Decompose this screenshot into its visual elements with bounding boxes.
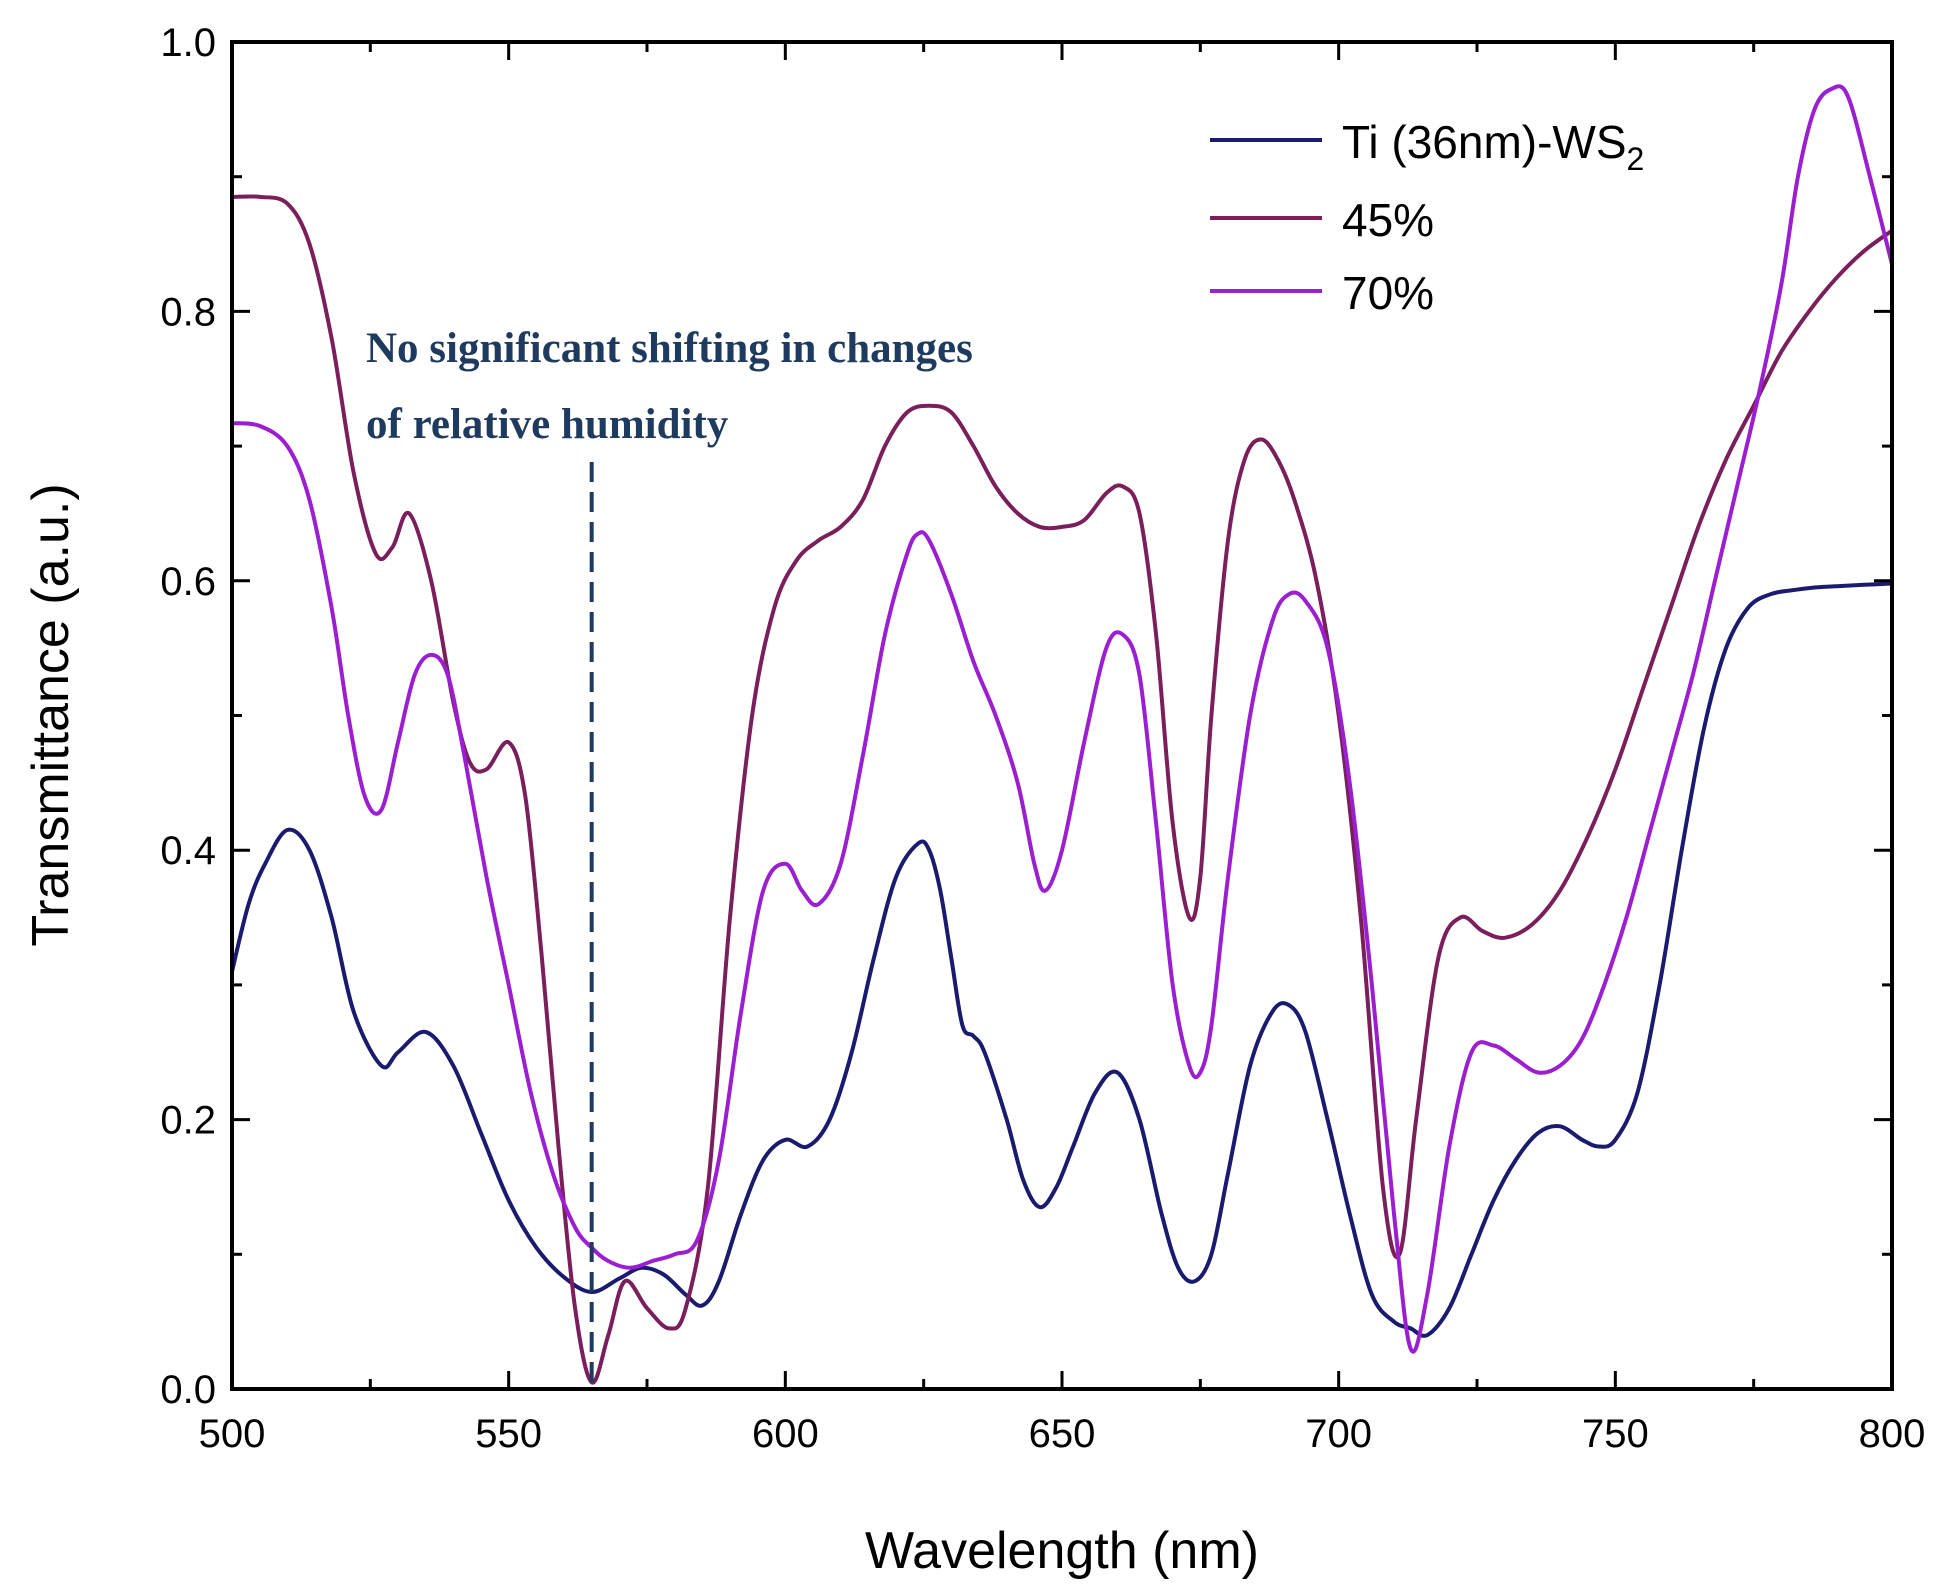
- series-line-70: [232, 84, 1892, 1354]
- x-tick-label: 750: [1582, 1412, 1649, 1456]
- x-tick-label: 800: [1859, 1412, 1926, 1456]
- x-tick-label: 600: [752, 1412, 819, 1456]
- y-tick-label: 0.6: [160, 560, 216, 604]
- x-tick-label: 500: [199, 1412, 266, 1456]
- legend: Ti (36nm)-WS2 45% 70%: [1210, 116, 1644, 319]
- legend-label-ti-ws2-subscript: 2: [1627, 141, 1645, 177]
- legend-label-ti-ws2: Ti (36nm)-WS2: [1342, 116, 1644, 177]
- ticks-layer: 500 550 600 650 700 750 800 0.0 0.2 0.4 0.6 0.8 1.0: [160, 21, 1925, 1456]
- y-tick-label: 0.4: [160, 829, 216, 873]
- legend-label-45: 45%: [1342, 194, 1434, 246]
- y-tick-label: 1.0: [160, 21, 216, 65]
- series-line-45: [232, 194, 1892, 1385]
- y-axis-title: Transmittance (a.u.): [22, 483, 80, 946]
- y-tick-label: 0.8: [160, 290, 216, 334]
- y-tick-label: 0.0: [160, 1368, 216, 1412]
- x-axis-title: Wavelength (nm): [865, 1522, 1259, 1580]
- legend-label-70: 70%: [1342, 267, 1434, 319]
- x-tick-label: 650: [1029, 1412, 1096, 1456]
- y-tick-label: 0.2: [160, 1099, 216, 1143]
- series-layer: [232, 84, 1892, 1385]
- annotation-line-1: No significant shifting in changes: [366, 325, 973, 372]
- x-tick-label: 550: [475, 1412, 542, 1456]
- x-tick-label: 700: [1305, 1412, 1372, 1456]
- series-line-ti-ws2: [232, 581, 1892, 1338]
- plot-frame: [230, 40, 1894, 1391]
- annotation-line-2: of relative humidity: [366, 401, 729, 448]
- legend-label-ti-ws2-main: Ti (36nm)-WS: [1342, 116, 1627, 168]
